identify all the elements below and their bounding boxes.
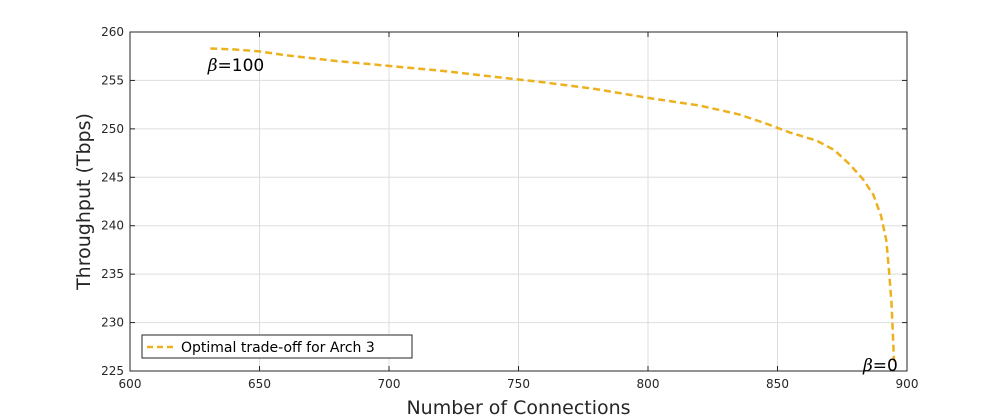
annotation-symbol: β: [862, 356, 873, 376]
legend: Optimal trade-off for Arch 3: [141, 334, 413, 359]
y-tick-label: 240: [101, 219, 124, 233]
x-tick-label: 800: [637, 377, 660, 391]
x-axis-label: Number of Connections: [406, 397, 630, 419]
y-tick-label: 260: [101, 25, 124, 39]
x-tick-label: 700: [378, 377, 401, 391]
annotation-text: =0: [873, 356, 898, 376]
series-group: [210, 47, 896, 362]
y-tick-label: 225: [101, 364, 124, 378]
axis-ticks: 600 650 700 750 800 850 900 225 230 235 240 245 250 2…: [101, 25, 918, 391]
y-axis-label: Throughput (Tbps): [73, 113, 95, 291]
series-line: [210, 47, 896, 362]
legend-box: [141, 334, 413, 359]
x-tick-label: 750: [507, 377, 530, 391]
annotation: β=100: [207, 56, 265, 76]
y-tick-label: 230: [101, 316, 124, 330]
x-tick-label: 900: [896, 377, 919, 391]
annotation-symbol: β: [207, 56, 218, 76]
y-tick-label: 235: [101, 267, 124, 281]
x-tick-label: 850: [766, 377, 789, 391]
annotation-text: =100: [218, 56, 265, 76]
y-tick-label: 250: [101, 122, 124, 136]
annotation: β=0: [862, 356, 898, 376]
x-tick-label: 650: [248, 377, 271, 391]
y-tick-label: 245: [101, 170, 124, 184]
x-tick-label: 600: [119, 377, 142, 391]
y-tick-label: 255: [101, 73, 124, 87]
legend-entry: Optimal trade-off for Arch 3: [181, 340, 375, 356]
